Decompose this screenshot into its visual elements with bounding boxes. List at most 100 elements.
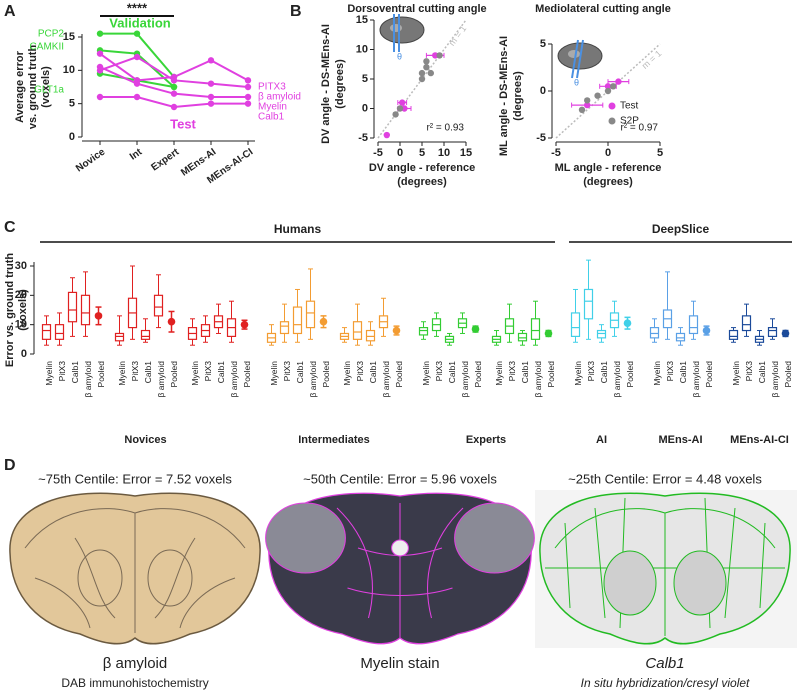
section-image (9, 492, 261, 645)
brain-icon: θ (557, 39, 603, 87)
point (170, 90, 178, 97)
pooled-mean (702, 326, 711, 335)
x-tick-label: PitX3 (130, 361, 140, 382)
x-tick-label: PitX3 (203, 361, 213, 382)
x-tick-label: Myelin (573, 361, 583, 386)
box (570, 312, 581, 337)
r2: r² = 0.93 (426, 123, 464, 134)
group-label: AI (596, 434, 607, 446)
y-tick-label: 0 (69, 131, 75, 143)
image-caption: Calb1 (645, 655, 684, 672)
x-tick-label: Pooled (704, 361, 714, 388)
box (80, 294, 91, 326)
series-label: β amyloid (258, 92, 301, 103)
point (427, 69, 434, 77)
x-tick-label: PitX3 (434, 361, 444, 382)
point (170, 77, 178, 84)
x-tick-label: Myelin (731, 361, 741, 386)
legend-label: Test (620, 101, 639, 112)
image-caption: Myelin stain (360, 655, 439, 672)
x-axis-label: (degrees) (583, 176, 633, 188)
r2: r² = 0.97 (620, 123, 658, 134)
y-tick-label: 30 (15, 260, 27, 272)
x-tick-label: Calb1 (295, 361, 305, 383)
point (584, 101, 591, 109)
group-label: Experts (466, 434, 506, 446)
x-tick-label: β amyloid (533, 361, 543, 398)
point (96, 30, 104, 37)
x-tick-label: PitX3 (57, 361, 67, 382)
pooled-mean (94, 312, 103, 320)
x-tick-label: β amyloid (381, 361, 391, 398)
x-tick-label: Pooled (546, 361, 556, 388)
point (383, 131, 390, 139)
point (392, 111, 399, 118)
point (578, 106, 586, 114)
point (207, 93, 215, 101)
box (728, 329, 739, 340)
box (688, 315, 699, 335)
panel-label: B (290, 3, 302, 20)
y-tick-label: 15 (356, 14, 368, 26)
section-image (265, 492, 535, 645)
x-tick-label: β amyloid (229, 361, 239, 398)
panel-label: A (4, 3, 16, 20)
x-tick-label: Pooled (394, 361, 404, 388)
y-tick-label: 15 (63, 31, 75, 43)
image-caption: β amyloid (103, 655, 167, 672)
y-tick-label: 0 (21, 348, 27, 360)
pooled-mean (471, 325, 480, 333)
point (244, 93, 252, 101)
x-tick-label: Calb1 (678, 361, 688, 383)
point (207, 80, 215, 87)
point (594, 92, 601, 99)
x-tick-label: Myelin (652, 361, 662, 386)
group-label: MEns-AI (659, 434, 703, 446)
x-tick-label: 10 (438, 147, 450, 159)
y-tick-label: 5 (362, 73, 368, 85)
image-title: ~75th Centile: Error = 7.52 voxels (38, 471, 232, 486)
box (365, 329, 376, 342)
x-tick-label: Myelin (269, 361, 279, 386)
panel-label: C (4, 219, 16, 236)
y-tick-label: 0 (540, 85, 546, 97)
x-tick-label: Myelin (494, 361, 504, 386)
box (741, 315, 752, 332)
identity-line (555, 43, 661, 139)
y-axis-label: (voxels) (40, 66, 52, 108)
svg-text:θ: θ (397, 51, 402, 61)
x-tick-label: β amyloid (83, 361, 93, 398)
x-tick-label: Pooled (96, 361, 106, 388)
x-tick-label: Myelin (44, 361, 54, 386)
box (517, 332, 528, 342)
x-tick-label: β amyloid (308, 361, 318, 398)
x-tick-label: Pooled (625, 361, 635, 388)
x-tick-label: β amyloid (691, 361, 701, 398)
box (41, 324, 52, 340)
point (604, 83, 612, 90)
series-label: Calb1 (258, 112, 285, 123)
brain-icon: θ (379, 14, 425, 61)
point (96, 50, 104, 57)
y-axis-label: (voxels) (17, 289, 29, 331)
x-tick-label: β amyloid (460, 361, 470, 398)
x-tick-label: β amyloid (156, 361, 166, 398)
point (133, 93, 141, 101)
box (418, 327, 429, 336)
group-label: Intermediates (298, 434, 370, 446)
x-tick-label: Pooled (783, 361, 793, 388)
significance: **** (127, 0, 148, 15)
series-label: PITX3 (258, 82, 286, 93)
box (675, 332, 686, 342)
point (244, 83, 252, 91)
point (207, 100, 215, 107)
chart-title: Mediolateral cutting angle (535, 3, 671, 15)
point (418, 69, 426, 77)
chart-title: Dorsoventral cutting angle (347, 3, 486, 15)
y-tick-label: 0 (362, 102, 368, 114)
point (423, 63, 430, 71)
x-tick-label: PitX3 (586, 361, 596, 382)
image-title: ~25th Centile: Error = 4.48 voxels (568, 471, 762, 486)
series-label: PCP2 (38, 29, 65, 40)
